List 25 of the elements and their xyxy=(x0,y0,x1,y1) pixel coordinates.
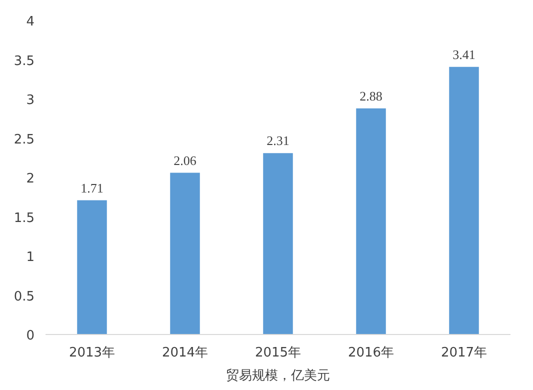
bar xyxy=(356,108,386,334)
bar xyxy=(170,172,200,334)
y-tick-label: 3 xyxy=(26,93,35,108)
data-label: 3.41 xyxy=(452,46,476,62)
data-label: 2.06 xyxy=(174,152,197,168)
data-label: 2.31 xyxy=(266,133,290,148)
data-label: 2.88 xyxy=(360,88,382,104)
bar xyxy=(449,66,479,334)
x-axis-title: 贸易规模，亿美元 xyxy=(226,368,330,384)
x-tick-label: 2016年 xyxy=(348,346,394,360)
x-tick-label: 2013年 xyxy=(68,346,116,360)
y-tick-label: 2 xyxy=(26,172,35,186)
y-tick-label: 1 xyxy=(26,250,35,265)
y-tick-label: 0.5 xyxy=(14,289,35,304)
y-tick-label: 2.5 xyxy=(14,132,35,148)
bar xyxy=(77,200,107,334)
y-tick-label: 3.5 xyxy=(14,54,35,69)
bar xyxy=(263,153,293,334)
x-tick-label: 2015年 xyxy=(254,346,302,360)
y-tick-label: 4 xyxy=(26,14,35,30)
y-tick-label: 0 xyxy=(26,328,35,344)
y-tick-label: 1.5 xyxy=(14,210,35,226)
x-tick-label: 2014年 xyxy=(162,346,208,360)
data-label: 1.71 xyxy=(80,180,104,196)
x-tick-label: 2017年 xyxy=(440,346,488,360)
